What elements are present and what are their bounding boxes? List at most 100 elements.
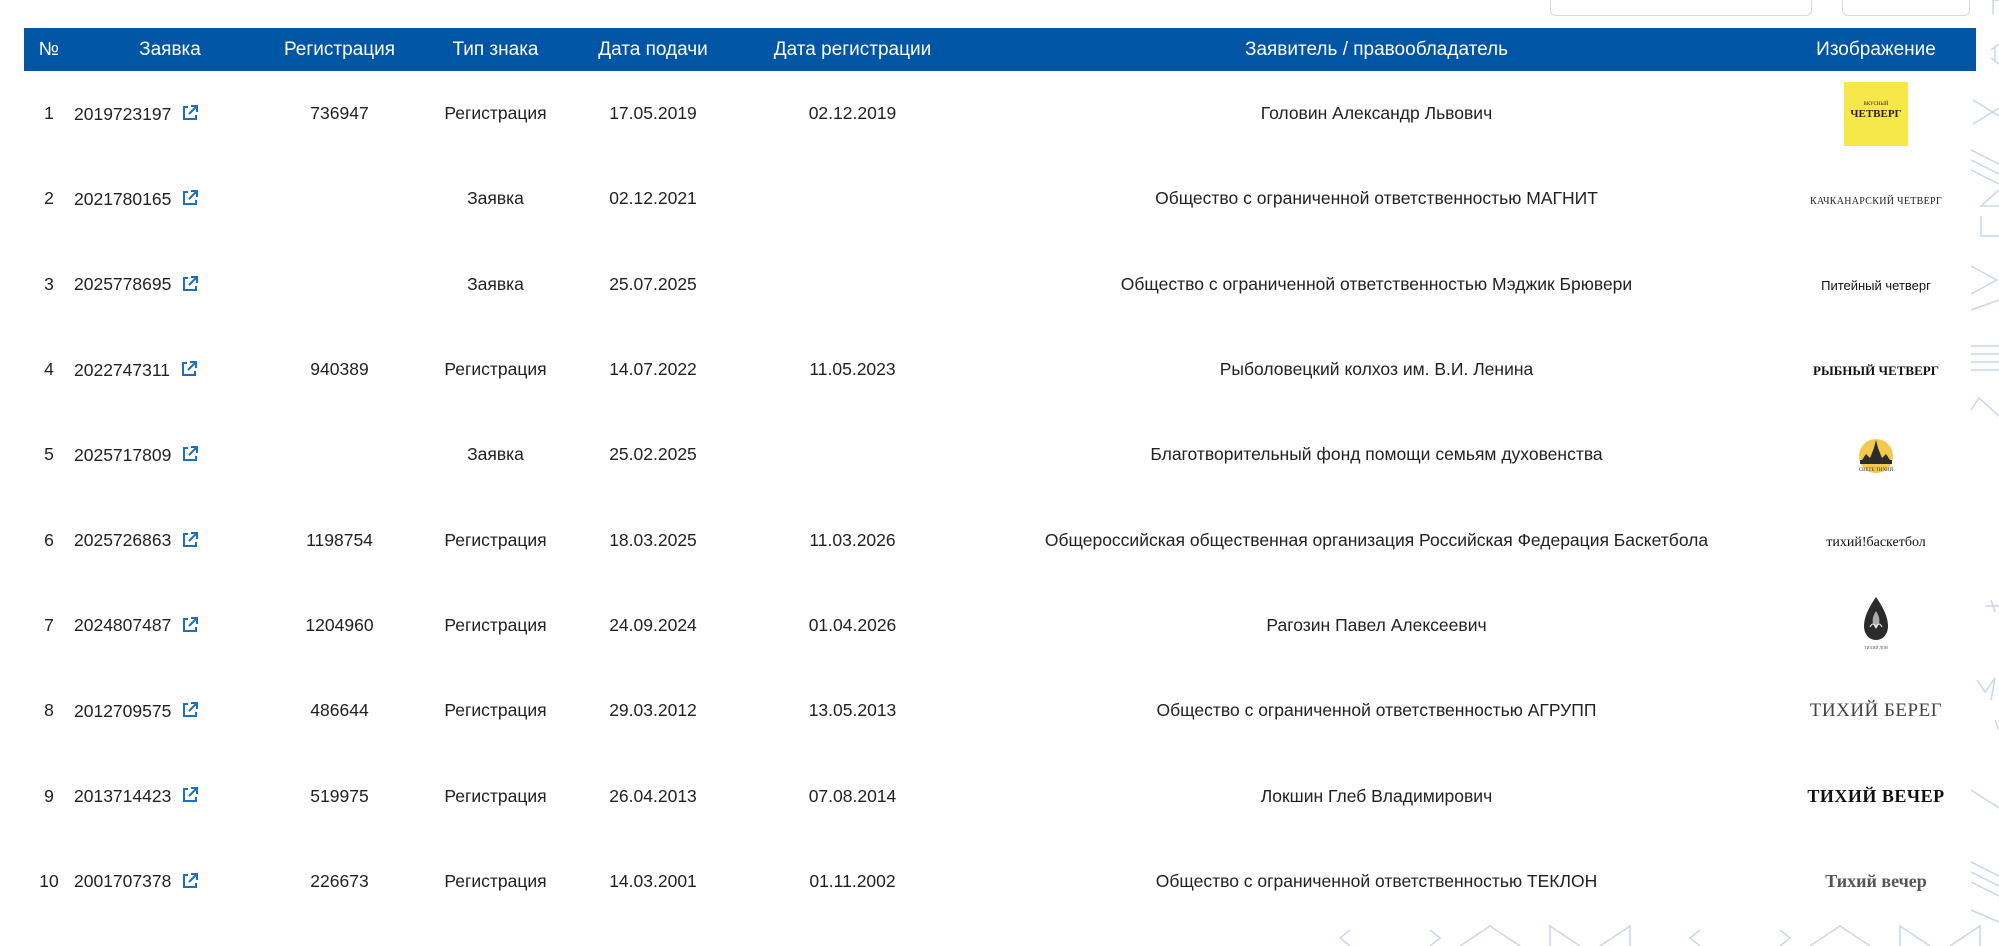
cell-filing-date: 17.05.2019 <box>609 103 697 124</box>
external-link-icon[interactable] <box>181 189 199 207</box>
application-number: 2019723197 <box>74 103 172 124</box>
cell-filing-date: 02.12.2021 <box>609 188 697 209</box>
cell-registration: 1204960 <box>305 614 374 635</box>
cell-image[interactable]: ВКУСНЫЙ ЧЕТВЕРГ <box>1776 71 1976 156</box>
external-link-icon[interactable] <box>181 701 199 719</box>
cell-application: 2013714423 <box>74 753 266 838</box>
cell-registration: 736947 <box>310 103 369 124</box>
table-row[interactable]: 8 2012709575 486644 Регистрация 29.03.20… <box>24 668 1976 753</box>
cell-filing-date: 24.09.2024 <box>609 614 697 635</box>
external-link-icon[interactable] <box>181 445 199 463</box>
search-input[interactable] <box>1550 0 1812 16</box>
cell-applicant: Рыболовецкий колхоз им. В.И. Ленина <box>1219 359 1534 380</box>
trademark-image[interactable]: СВЕТЕ ТИХИЙ <box>1848 430 1904 474</box>
header-filing-date[interactable]: Дата подачи <box>598 38 708 60</box>
cell-image[interactable]: СВЕТЕ ТИХИЙ <box>1776 412 1976 497</box>
application-number: 2022747311 <box>74 359 171 380</box>
header-application[interactable]: Заявка <box>139 38 201 60</box>
cell-image[interactable]: РЫБНЫЙ ЧЕТВЕРГ <box>1776 327 1976 412</box>
header-mark-type[interactable]: Тип знака <box>452 38 539 60</box>
cell-filing-date: 18.03.2025 <box>609 529 697 550</box>
cell-num: 2 <box>44 188 54 209</box>
cell-image[interactable]: Питейный четверг <box>1776 242 1976 327</box>
cell-image[interactable]: ТИХИЙ ДОН <box>1776 583 1976 668</box>
cell-applicant: Благотворительный фонд помощи семьям дух… <box>1150 444 1603 465</box>
results-table: № Заявка Регистрация Тип знака Дата пода… <box>24 28 1976 924</box>
trademark-image[interactable]: ТИХИЙ БЕРЕГ <box>1809 699 1943 721</box>
external-link-icon[interactable] <box>181 616 199 634</box>
cell-registration: 486644 <box>310 700 369 721</box>
external-link-icon[interactable] <box>180 360 198 378</box>
header-applicant[interactable]: Заявитель / правообладатель <box>1244 38 1509 60</box>
table-row[interactable]: 10 2001707378 226673 Регистрация 14.03.2… <box>24 839 1976 924</box>
cell-application: 2012709575 <box>74 668 266 753</box>
cell-registration-date <box>728 412 977 497</box>
table-row[interactable]: 6 2025726863 1198754 Регистрация 18.03.2… <box>24 497 1976 582</box>
external-link-icon[interactable] <box>181 275 199 293</box>
cell-mark-type: Регистрация <box>444 785 547 806</box>
cell-mark-type: Регистрация <box>444 529 547 550</box>
cell-registration-date: 13.05.2013 <box>808 700 897 721</box>
header-registration-date[interactable]: Дата регистрации <box>773 38 932 60</box>
svg-text:ТИХИЙ ДОН: ТИХИЙ ДОН <box>1864 645 1888 650</box>
trademark-image[interactable]: КАЧКАНАРСКИЙ ЧЕТВЕРГ <box>1809 196 1942 208</box>
cell-application: 2021780165 <box>74 156 266 241</box>
cell-num: 1 <box>44 103 54 124</box>
cell-mark-type: Регистрация <box>444 700 547 721</box>
cell-registration-date: 11.05.2023 <box>809 359 896 380</box>
table-row[interactable]: 2 2021780165 Заявка 02.12.2021 Общество … <box>24 156 1976 241</box>
cell-mark-type: Заявка <box>467 188 524 209</box>
external-link-icon[interactable] <box>181 786 199 804</box>
cell-applicant: Рагозин Павел Алексеевич <box>1266 614 1487 635</box>
cell-filing-date: 14.03.2001 <box>609 870 697 891</box>
table-row[interactable]: 7 2024807487 1204960 Регистрация 24.09.2… <box>24 583 1976 668</box>
cell-mark-type: Регистрация <box>444 359 547 380</box>
cell-mark-type: Регистрация <box>444 614 547 635</box>
cell-image[interactable]: ТИХИЙ БЕРЕГ <box>1776 668 1976 753</box>
external-link-icon[interactable] <box>181 104 199 122</box>
header-num[interactable]: № <box>38 38 60 60</box>
cell-application: 2025726863 <box>74 497 266 582</box>
cell-num: 9 <box>44 785 54 806</box>
external-link-icon[interactable] <box>181 531 199 549</box>
application-number: 2024807487 <box>74 615 172 636</box>
trademark-image[interactable]: ТИХИЙ ДОН <box>1856 593 1896 653</box>
cell-num: 7 <box>44 614 54 635</box>
trademark-image[interactable]: Питейный четверг <box>1821 277 1931 293</box>
cell-applicant: Общество с ограниченной ответственностью… <box>1156 700 1597 721</box>
cell-registration-date: 11.03.2026 <box>809 529 896 550</box>
application-number: 2001707378 <box>74 871 172 892</box>
trademark-image[interactable]: Тихий вечер <box>1825 870 1927 891</box>
cell-application: 2022747311 <box>74 327 266 412</box>
trademark-image[interactable]: РЫБНЫЙ ЧЕТВЕРГ <box>1813 363 1939 379</box>
cell-registration: 226673 <box>310 870 369 891</box>
cell-image[interactable]: Тихий вечер <box>1776 839 1976 924</box>
table-row[interactable]: 9 2013714423 519975 Регистрация 26.04.20… <box>24 753 1976 838</box>
table-row[interactable]: 3 2025778695 Заявка 25.07.2025 Общество … <box>24 242 1976 327</box>
table-header-row: № Заявка Регистрация Тип знака Дата пода… <box>24 28 1976 71</box>
cell-image[interactable]: ТИХИЙ ВЕЧЕР <box>1776 753 1976 838</box>
cell-application: 2001707378 <box>74 839 266 924</box>
table-row[interactable]: 5 2025717809 Заявка 25.02.2025 Благотвор… <box>24 412 1976 497</box>
application-number: 2025778695 <box>74 274 172 295</box>
cell-image[interactable]: КАЧКАНАРСКИЙ ЧЕТВЕРГ <box>1776 156 1976 241</box>
table-row[interactable]: 4 2022747311 940389 Регистрация 14.07.20… <box>24 327 1976 412</box>
cell-num: 6 <box>44 529 54 550</box>
trademark-image[interactable]: тихий!баскетбол <box>1826 534 1926 550</box>
header-registration[interactable]: Регистрация <box>283 38 396 60</box>
cell-filing-date: 26.04.2013 <box>609 785 697 806</box>
cell-registration: 1198754 <box>306 529 373 550</box>
header-image: Изображение <box>1816 38 1936 60</box>
cell-registration-date: 02.12.2019 <box>808 103 897 124</box>
sort-select[interactable] <box>1842 0 1970 16</box>
cell-image[interactable]: тихий!баскетбол <box>1776 497 1976 582</box>
trademark-image[interactable]: ТИХИЙ ВЕЧЕР <box>1807 785 1945 806</box>
cell-application: 2025778695 <box>74 242 266 327</box>
table-row[interactable]: 1 2019723197 736947 Регистрация 17.05.20… <box>24 71 1976 156</box>
external-link-icon[interactable] <box>181 872 199 890</box>
cell-num: 10 <box>39 870 59 891</box>
top-controls <box>1550 0 1970 16</box>
trademark-image[interactable]: ВКУСНЫЙ ЧЕТВЕРГ <box>1844 81 1908 146</box>
cell-registration <box>266 156 413 241</box>
application-number: 2012709575 <box>74 700 172 721</box>
